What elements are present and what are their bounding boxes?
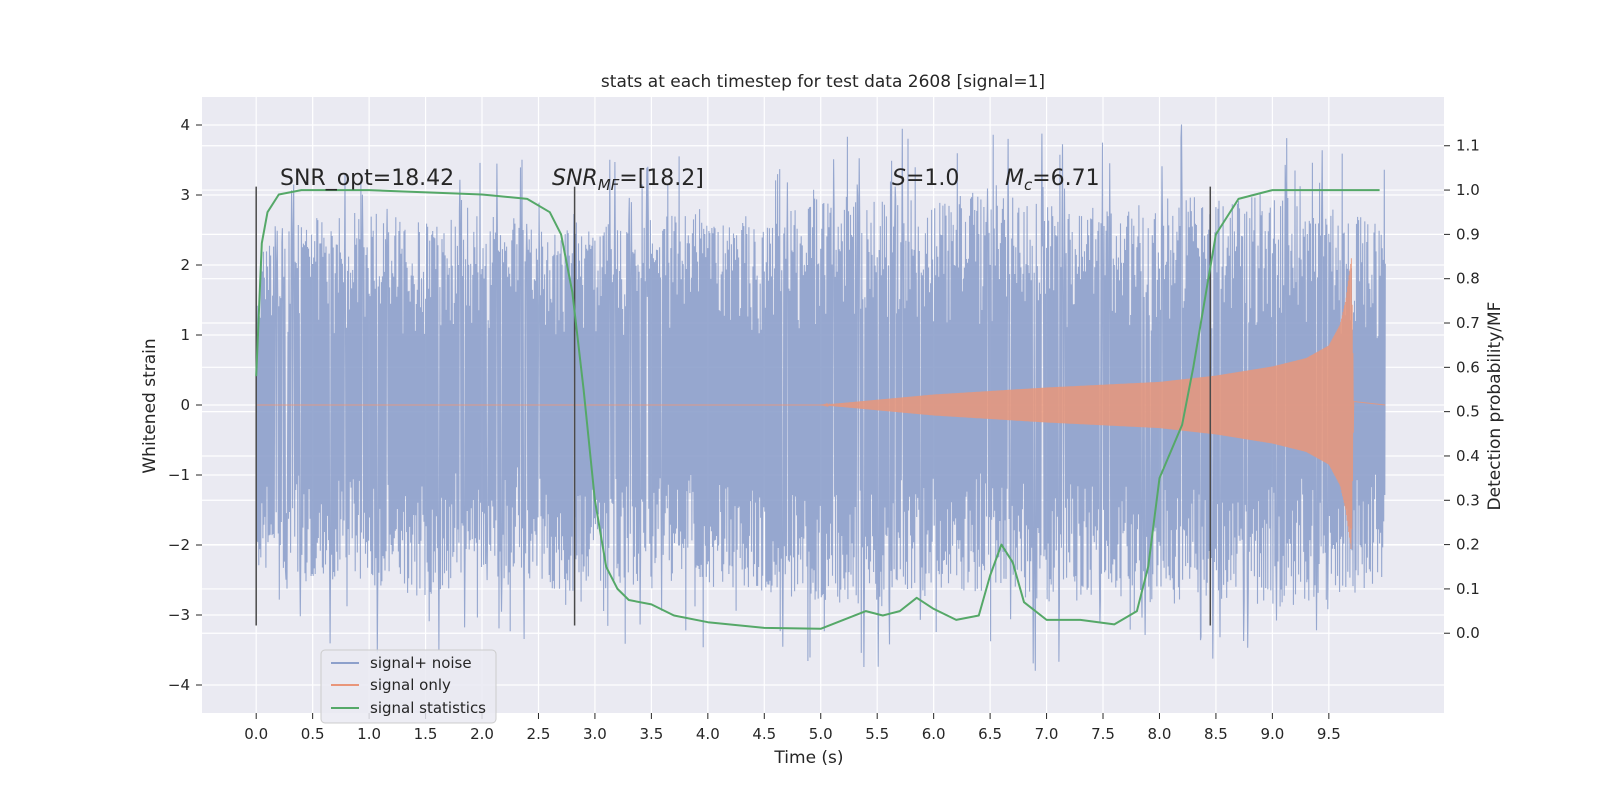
x-tick-label: 4.5 bbox=[752, 725, 776, 743]
y2-tick-label: 0.8 bbox=[1456, 270, 1480, 288]
y2-tick-label: 0.4 bbox=[1456, 447, 1480, 465]
y-tick-label: −2 bbox=[168, 536, 190, 554]
x-tick-label: 8.0 bbox=[1148, 725, 1172, 743]
annotation-mc: Mc=6.71 bbox=[1005, 166, 1100, 194]
legend-label-statistics: signal statistics bbox=[370, 699, 486, 717]
x-tick-label: 1.5 bbox=[414, 725, 438, 743]
x-tick-label: 0.0 bbox=[244, 725, 268, 743]
annotation-mc-value: =6.71 bbox=[1032, 166, 1099, 191]
y2-tick-label: 0.5 bbox=[1456, 403, 1480, 421]
y2-tick-label: 0.2 bbox=[1456, 536, 1480, 554]
x-tick-label: 2.5 bbox=[527, 725, 551, 743]
y-tick-label: −3 bbox=[168, 606, 190, 624]
y2-tick-label: 0.7 bbox=[1456, 314, 1480, 332]
x-tick-label: 9.5 bbox=[1317, 725, 1341, 743]
x-axis-label: Time (s) bbox=[773, 748, 843, 768]
x-tick-label: 6.5 bbox=[978, 725, 1002, 743]
annotation-snr-mf-sub: MF bbox=[598, 176, 620, 194]
x-tick-label: 6.0 bbox=[922, 725, 946, 743]
y2-axis-label: Detection probability/MF bbox=[1485, 302, 1505, 511]
x-tick-label: 4.0 bbox=[696, 725, 720, 743]
signal-statistics-series-layer bbox=[255, 189, 1380, 630]
y2-tick-label: 0.1 bbox=[1456, 580, 1480, 598]
annotation-mc-symbol: M bbox=[1005, 166, 1024, 191]
y-tick-label: 2 bbox=[180, 256, 190, 274]
y-tick-label: −1 bbox=[168, 466, 190, 484]
legend-box bbox=[320, 649, 497, 724]
x-tick-label: 9.0 bbox=[1260, 725, 1284, 743]
x-tick-label: 5.5 bbox=[865, 725, 889, 743]
y-tick-label: 0 bbox=[180, 396, 190, 414]
y2-tick-label: 0.0 bbox=[1456, 624, 1480, 642]
y2-tick-label: 0.6 bbox=[1456, 358, 1480, 376]
annotation-s-symbol: S bbox=[892, 166, 906, 191]
legend-label-signal: signal only bbox=[370, 676, 451, 694]
noise-series-layer bbox=[255, 124, 1386, 671]
chart-title: stats at each timestep for test data 260… bbox=[601, 72, 1045, 92]
annotation-mc-sub: c bbox=[1024, 176, 1033, 194]
x-tick-label: 8.5 bbox=[1204, 725, 1228, 743]
y-axis-label: Whitened strain bbox=[140, 338, 160, 473]
y2-tick-label: 0.9 bbox=[1456, 225, 1480, 243]
x-tick-label: 3.5 bbox=[639, 725, 663, 743]
legend-label-noise: signal+ noise bbox=[370, 654, 472, 672]
y-tick-label: 4 bbox=[180, 116, 190, 134]
vertical-markers bbox=[255, 186, 1212, 626]
y-tick-label: 3 bbox=[180, 186, 190, 204]
y-tick-label: −4 bbox=[168, 676, 190, 694]
annotation-snr-mf-symbol: SNR bbox=[552, 166, 598, 191]
x-tick-label: 1.0 bbox=[357, 725, 381, 743]
y2-tick-label: 0.3 bbox=[1456, 491, 1480, 509]
x-tick-label: 5.0 bbox=[809, 725, 833, 743]
annotation-s-value: =1.0 bbox=[906, 166, 959, 191]
y2-tick-label: 1.1 bbox=[1456, 137, 1480, 155]
series-noise-trace bbox=[255, 124, 1386, 671]
x-tick-label: 7.0 bbox=[1035, 725, 1059, 743]
annotation-s: S=1.0 bbox=[892, 166, 959, 191]
signal-only-series-layer bbox=[256, 258, 1386, 550]
x-tick-label: 3.0 bbox=[583, 725, 607, 743]
axes: 0.0 0.5 1.0 1.5 2.0 2.5 3.0 3.5 4.0 4.5 5.0 5.5 6.0 6… bbox=[168, 116, 1480, 743]
series-signal-trace bbox=[256, 258, 1386, 550]
x-tick-label: 2.0 bbox=[470, 725, 494, 743]
legend: signal+ noise signal only signal statist… bbox=[320, 649, 497, 724]
series-statistics-line bbox=[255, 189, 1380, 630]
y2-tick-label: 1.0 bbox=[1456, 181, 1480, 199]
x-tick-label: 0.5 bbox=[301, 725, 325, 743]
x-tick-label: 7.5 bbox=[1091, 725, 1115, 743]
annotation-snr-mf: SNRMF=[18.2] bbox=[552, 166, 704, 194]
annotation-snr-mf-value: =[18.2] bbox=[619, 166, 704, 191]
y-tick-label: 1 bbox=[180, 326, 190, 344]
annotation-snr-opt: SNR_opt=18.42 bbox=[280, 166, 454, 191]
